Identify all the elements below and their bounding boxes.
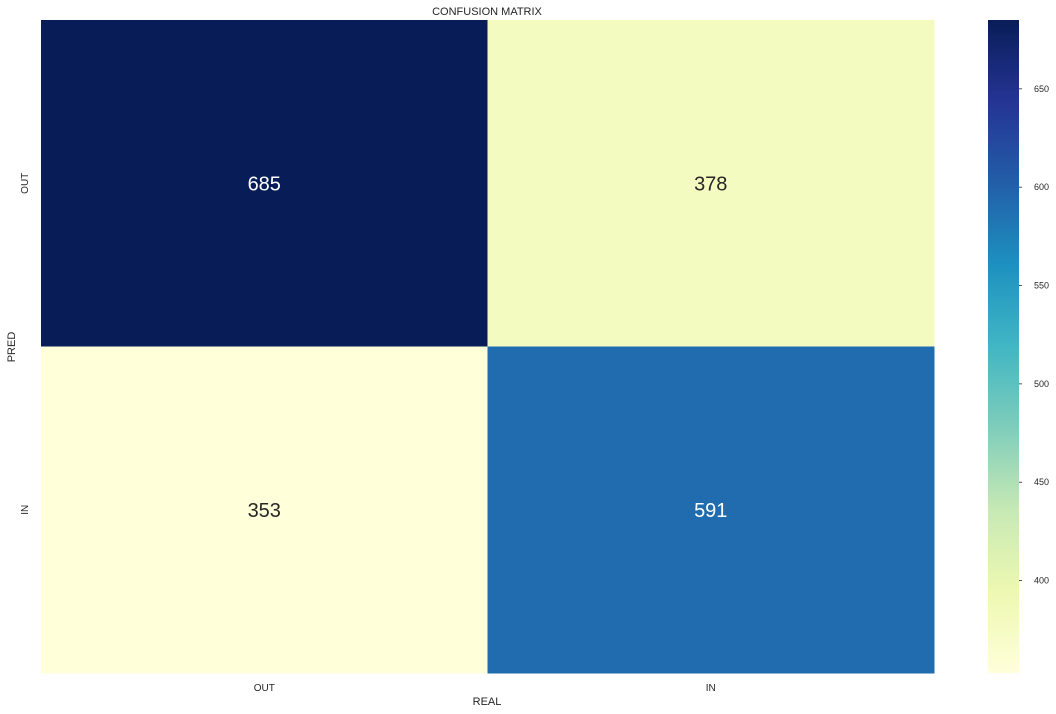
heatmap-cell-pred-in-real-in	[487, 346, 935, 674]
colorbar-tick-label: 600	[1034, 182, 1049, 192]
cell-value-pred-out-real-out: 685	[248, 173, 281, 195]
colorbar	[988, 20, 1019, 673]
colorbar-tick-label: 550	[1034, 281, 1049, 291]
chart-title: CONFUSION MATRIX	[432, 6, 542, 18]
colorbar-tick-label: 650	[1034, 84, 1049, 94]
heatmap-cell-pred-in-real-out	[41, 346, 488, 674]
y-tick-label-out: OUT	[20, 173, 31, 194]
heatmap-cell-pred-out-real-out	[41, 20, 488, 347]
y-axis-label: PRED	[6, 332, 18, 363]
heatmap-annotations: 685 378 353 591	[248, 173, 728, 522]
colorbar-ticks: 400 450 500 550 600 650	[1019, 84, 1049, 586]
cell-value-pred-in-real-in: 591	[694, 500, 727, 522]
x-axis-label: REAL	[473, 696, 502, 708]
heatmap-cell-pred-out-real-in	[487, 20, 935, 347]
colorbar-tick-label: 500	[1034, 379, 1049, 389]
heatmap-cells	[41, 20, 935, 674]
y-tick-label-in: IN	[20, 505, 31, 515]
colorbar-tick-label: 450	[1034, 477, 1049, 487]
colorbar-tick-label: 400	[1034, 576, 1049, 586]
x-tick-label-out: OUT	[254, 683, 275, 694]
cell-value-pred-out-real-in: 378	[694, 173, 727, 195]
x-tick-label-in: IN	[706, 683, 716, 694]
cell-value-pred-in-real-out: 353	[248, 500, 281, 522]
